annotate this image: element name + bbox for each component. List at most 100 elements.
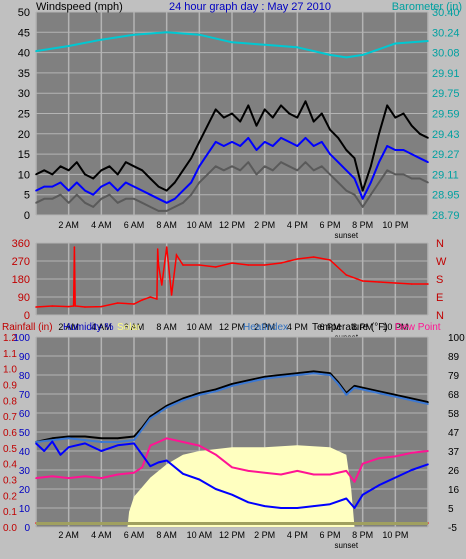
- wind-series-wind_low-point: [92, 206, 94, 208]
- wind-series-gust-point: [361, 189, 364, 192]
- wind-series-gust-point: [214, 108, 217, 111]
- wind-series-wind-point: [419, 157, 421, 159]
- wind-series-gust-point: [92, 177, 94, 180]
- rain-ytick: 0.8: [3, 396, 17, 407]
- wind-series-wind_low-point: [206, 173, 209, 176]
- temp-series-heatindex-point: [35, 441, 37, 443]
- direction-xtick-9: 6 PM: [319, 322, 340, 332]
- temp-series-dewpoint-point: [394, 455, 397, 458]
- wind-series-gust-point: [337, 137, 339, 139]
- wind-series-wind-point: [35, 189, 37, 192]
- wind-series-wind_low-point: [345, 189, 348, 192]
- temp-series-temperature-point: [410, 397, 413, 400]
- direction-series-point: [51, 305, 54, 307]
- rain-ytick: 0.6: [3, 428, 17, 439]
- wind-series-barometer-point: [263, 43, 266, 46]
- wind-ytick: 15: [18, 149, 30, 161]
- wind-series-wind_low-point: [174, 206, 176, 208]
- wind-series-wind-point: [223, 145, 225, 147]
- wind-series-wind_low-point: [157, 210, 160, 212]
- rain-ytick: 1.0: [3, 365, 17, 376]
- temp-series-heatindex-point: [410, 399, 413, 402]
- barometer-ytick: 30.08: [432, 48, 460, 60]
- temp-series-heatindex: [35, 372, 429, 443]
- rain-ytick: 0.5: [3, 444, 17, 455]
- barometer-ytick: 29.75: [432, 88, 460, 100]
- temp-series-dewpoint-point: [182, 441, 184, 443]
- wind-xtick-5: 10 AM: [187, 220, 213, 230]
- temp-series-dewpoint-point: [410, 452, 413, 454]
- temp-series-humidity-point: [182, 473, 184, 475]
- temp-series-dewpoint-point: [214, 453, 217, 456]
- temp-series-heatindex-point: [214, 390, 217, 393]
- temp-series-dewpoint-point: [141, 466, 143, 469]
- wind-xtick-11: 10 PM: [382, 220, 408, 230]
- wind-series-wind_low-point: [361, 206, 364, 208]
- temp-series-humidity-point: [329, 503, 331, 506]
- wind-sunset-label: sunset: [335, 231, 359, 240]
- direction-xtick-11: 10 PM: [382, 322, 408, 332]
- temp-series-humidity-point: [394, 476, 397, 479]
- wind-series-gust-point: [165, 189, 168, 192]
- wind-series-wind_low-point: [386, 169, 388, 172]
- temp-ytick: 89: [448, 352, 460, 363]
- wind-series-wind-point: [125, 181, 127, 184]
- humidity-ytick: 10: [19, 504, 31, 515]
- direction-series-point: [72, 305, 75, 307]
- temp-series-dewpoint-point: [312, 473, 315, 476]
- direction-series-point: [149, 296, 152, 298]
- temp-series-dewpoint-point: [165, 437, 168, 440]
- wind-ytick: 5: [24, 190, 30, 202]
- temp-series-heatindex-point: [165, 406, 168, 409]
- temp-series-heatindex-point: [231, 385, 233, 387]
- wind-series-wind-point: [51, 185, 54, 188]
- wind-series-wind-point: [296, 145, 299, 147]
- temp-series-dewpoint-point: [353, 480, 356, 483]
- temp-series-humidity-point: [427, 463, 429, 466]
- wind-series-gust-point: [231, 112, 233, 115]
- temp-series-heatindex-point: [353, 386, 356, 389]
- temp-series-dewpoint-point: [35, 477, 37, 479]
- rain-ytick: 1.1: [3, 349, 17, 360]
- barometer-ytick: 29.11: [432, 169, 459, 181]
- wind-series-gust-point: [239, 120, 241, 123]
- temp-series-humidity-point: [116, 444, 119, 447]
- temp-series-dewpoint-point: [51, 475, 54, 478]
- wind-series-wind_low-point: [231, 165, 233, 168]
- wind-series-gust-point: [402, 112, 405, 115]
- temp-series-temperature-point: [378, 390, 380, 393]
- temp-xtick-5: 10 AM: [187, 530, 213, 540]
- direction-series-point: [160, 284, 163, 286]
- barometer-ytick: 30.40: [432, 7, 460, 19]
- wind-series-wind-point: [402, 149, 405, 151]
- wind-series-gust-point: [100, 169, 103, 172]
- wind-series-wind-point: [133, 185, 135, 188]
- temp-series-humidity-point: [312, 505, 315, 507]
- wind-series-barometer-point: [345, 56, 348, 59]
- barometer-ytick: 29.43: [432, 129, 460, 141]
- temp-series-dewpoint-point: [133, 471, 135, 474]
- wind-series-gust-point: [43, 169, 45, 172]
- temp-xtick-1: 2 AM: [58, 530, 79, 540]
- wind-series-wind_low-point: [378, 181, 380, 184]
- wind-series-wind-point: [149, 193, 152, 196]
- temp-series-humidity-point: [263, 505, 266, 507]
- temp-xtick-6: 12 PM: [219, 530, 245, 540]
- wind-series-barometer-point: [198, 33, 201, 36]
- temp-series-heatindex-point: [263, 377, 266, 380]
- wind-series-wind-point: [108, 181, 111, 184]
- wind-series-wind-point: [427, 161, 429, 164]
- wind-series-wind_low-point: [247, 161, 250, 164]
- wind-series-wind_low-point: [108, 193, 111, 196]
- wind-series-wind_low-point: [296, 169, 299, 172]
- temp-series-humidity: [35, 440, 429, 509]
- wind-series-wind_low-point: [214, 165, 217, 168]
- wind-series-wind_low-point: [419, 177, 421, 180]
- direction-xtick-7: 2 PM: [254, 322, 275, 332]
- temp-series-dewpoint-point: [116, 473, 119, 476]
- direction-compass-tick: N: [436, 310, 444, 322]
- wind-series-wind_low-point: [35, 202, 37, 204]
- temp-ytick: 58: [448, 409, 460, 420]
- direction-series-point: [133, 303, 135, 305]
- temp-series-temperature-point: [427, 401, 429, 403]
